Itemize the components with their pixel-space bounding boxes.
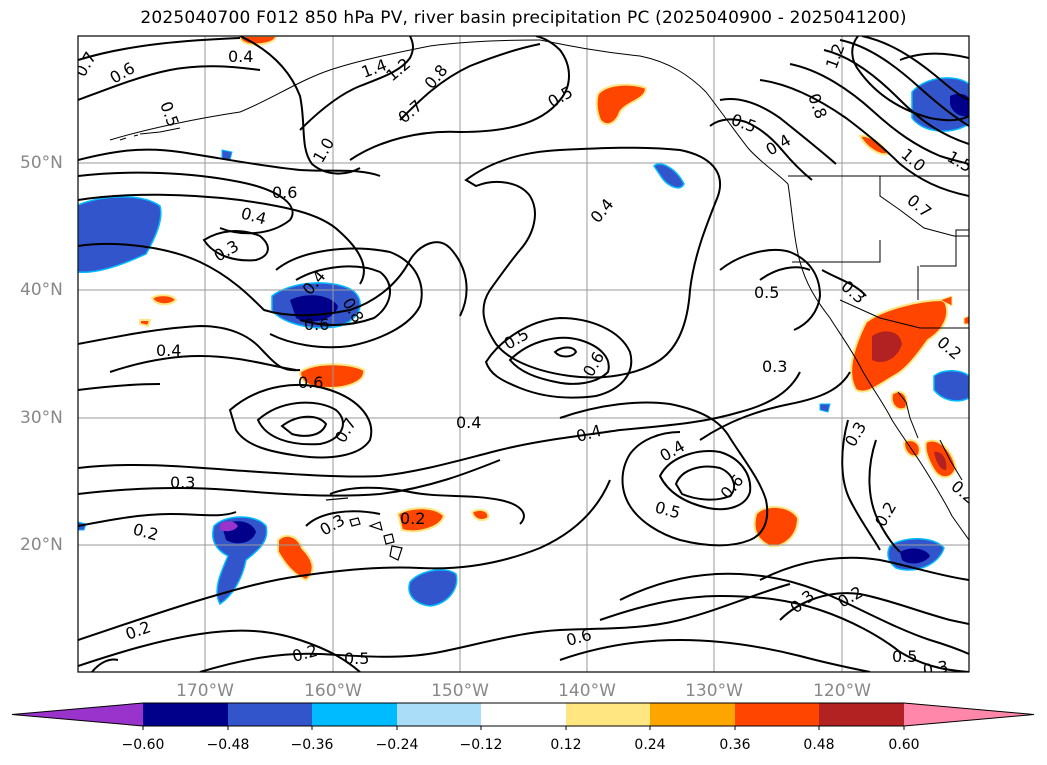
precip-negative-core <box>900 548 930 564</box>
precip-negative-core <box>950 93 969 117</box>
contour-label: 0.4 <box>456 413 481 432</box>
colorbar-tick-label: −0.48 <box>206 737 250 753</box>
plot-title: 2025040700 F012 850 hPa PV, river basin … <box>140 8 907 28</box>
precip-positive-area <box>470 509 490 521</box>
lon-label: 120°W <box>813 681 871 701</box>
colorbar-tick-label: −0.60 <box>121 737 165 753</box>
precip-positive-area <box>938 295 953 307</box>
lon-label: 170°W <box>176 681 234 701</box>
precip-negative-core <box>220 521 238 532</box>
precip-positive-area <box>890 390 908 411</box>
colorbar-swatch <box>397 703 481 726</box>
colorbar-tick-label: 0.48 <box>803 737 835 753</box>
precip-positive-core <box>934 451 947 470</box>
precip-positive-area <box>150 294 178 306</box>
colorbar-tick-label: 0.12 <box>550 737 582 753</box>
contour-label: 0.2 <box>400 509 425 528</box>
coastlines <box>109 39 969 541</box>
pv-contours <box>78 36 969 672</box>
colorbar-swatch <box>566 703 650 726</box>
precip-negative-area <box>408 569 458 607</box>
colorbar-tick-label: −0.24 <box>375 737 419 753</box>
contour-label: 0.4 <box>228 47 253 66</box>
lat-label: 20°N <box>20 535 63 555</box>
lon-label: 150°W <box>431 681 489 701</box>
precip-negative-area <box>933 370 969 402</box>
lon-label: 160°W <box>304 681 362 701</box>
map-frame <box>77 35 970 673</box>
graticule <box>78 36 969 672</box>
precip-positive-core <box>872 331 902 363</box>
precip-positive-area <box>595 83 648 126</box>
contour-label: 0.5 <box>344 649 369 668</box>
precip-positive-area <box>963 315 969 325</box>
colorbar-extend-max <box>904 703 1034 726</box>
colorbar-tick-label: −0.12 <box>459 737 503 753</box>
lat-label: 30°N <box>20 408 63 428</box>
lon-label: 130°W <box>685 681 743 701</box>
colorbar-extend-min <box>12 703 143 726</box>
contour-label: 0.5 <box>892 647 917 666</box>
precip-positive-area <box>139 319 152 328</box>
colorbar-tick-label: 0.60 <box>888 737 920 753</box>
contour-label: 0.5 <box>754 283 779 302</box>
colorbar <box>11 702 1035 730</box>
precip-negative-area <box>78 196 162 274</box>
contour-label: 0.3 <box>762 357 787 376</box>
lat-label: 50°N <box>20 153 63 173</box>
lon-label: 140°W <box>558 681 616 701</box>
hawaiian-islands <box>325 497 403 561</box>
colorbar-tick-label: 0.24 <box>634 737 666 753</box>
colorbar-swatch <box>143 703 228 726</box>
precip-positive-area <box>396 507 446 533</box>
colorbar-swatch <box>481 703 566 726</box>
contour-label: 0.6 <box>298 373 323 392</box>
contour-label: 0.4 <box>156 341 181 360</box>
colorbar-swatch <box>312 703 397 726</box>
precip-positive-area <box>753 506 800 548</box>
contour-label: 0.6 <box>304 315 329 334</box>
precip-positive-area <box>277 534 314 582</box>
lat-label: 40°N <box>20 280 63 300</box>
colorbar-tick-label: 0.36 <box>719 737 751 753</box>
contour-label: 0.3 <box>921 657 949 680</box>
colorbar-swatch <box>228 703 312 726</box>
colorbar-swatch <box>650 703 735 726</box>
precip-negative-area <box>653 163 685 189</box>
contour-label: 0.3 <box>170 473 195 492</box>
contour-label: 0.6 <box>272 183 297 202</box>
precip-positive-area <box>238 36 278 46</box>
precip-negative-area <box>819 403 831 413</box>
colorbar-tick-label: −0.36 <box>290 737 334 753</box>
colorbar-swatch <box>735 703 819 726</box>
colorbar-swatch <box>819 703 904 726</box>
